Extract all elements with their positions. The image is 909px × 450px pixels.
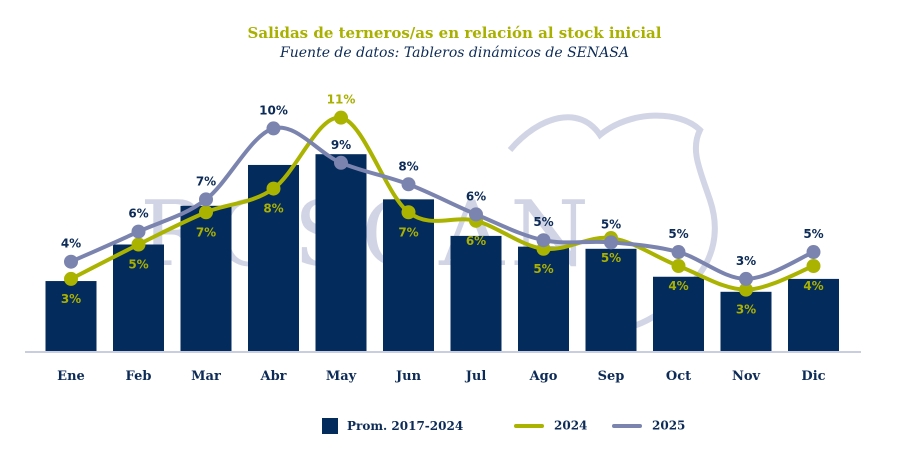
point-2024-ene [64, 271, 78, 286]
bar-feb [113, 244, 164, 352]
point-2025-abr [266, 121, 281, 136]
data-label-2025: 9% [331, 138, 351, 152]
bar-oct [653, 276, 704, 352]
legend-item-2025: 2025 [612, 418, 685, 433]
point-2024-oct [671, 259, 686, 273]
legend-label-2024: 2024 [554, 418, 588, 433]
x-tick-label: Ago [529, 369, 558, 384]
legend-swatch-2024 [514, 423, 544, 428]
bar-jun [383, 199, 434, 352]
x-tick-label: May [326, 369, 357, 384]
bar-ago [518, 246, 569, 352]
bar-sep [585, 248, 637, 352]
data-label-2025: 10% [259, 103, 288, 117]
point-2025-feb [131, 224, 146, 239]
legend-swatch-2025 [612, 423, 642, 428]
data-label-2025: 6% [128, 207, 148, 221]
legend-label-2025: 2025 [652, 418, 686, 433]
x-tick-label: Jul [465, 369, 487, 384]
point-2025-sep [604, 235, 618, 250]
point-2024-abr [266, 181, 281, 196]
point-2025-ago [536, 233, 551, 248]
point-2025-may [334, 155, 348, 170]
chart-title: Salidas de terneros/as en relación al st… [247, 24, 662, 42]
data-label-2024: 5% [128, 258, 148, 272]
data-label-2025: 3% [736, 254, 756, 268]
data-label-2024: 4% [668, 279, 688, 293]
bar-dic [788, 278, 839, 352]
point-2024-feb [131, 237, 146, 252]
point-2025-mar [199, 192, 213, 207]
x-tick-label: Nov [732, 369, 761, 384]
data-label-2025: 5% [533, 215, 553, 229]
data-label-2024: 11% [327, 93, 356, 107]
legend-label-prom: Prom. 2017-2024 [347, 419, 464, 433]
data-label-2024: 7% [398, 225, 418, 239]
x-tick-label: Ene [57, 369, 85, 384]
data-label-2025: 6% [466, 189, 486, 203]
point-2025-jul [469, 207, 483, 222]
data-label-2025: 5% [668, 227, 688, 241]
point-2024-nov [739, 282, 753, 297]
point-2025-dic [806, 245, 821, 260]
legend-item-2024: 2024 [514, 418, 587, 433]
bar-nov [720, 291, 772, 352]
point-2025-oct [671, 245, 686, 260]
data-label-2024: 5% [601, 251, 621, 265]
point-2024-may [334, 110, 348, 125]
data-label-2025: 8% [398, 159, 418, 173]
x-tick-label: Oct [666, 369, 691, 384]
x-tick-label: Sep [598, 369, 625, 384]
bar-mar [180, 205, 232, 352]
data-label-2025: 7% [196, 174, 216, 188]
x-tick-label: Jun [395, 369, 422, 384]
legend-swatch-bar [322, 418, 338, 434]
data-label-2025: 4% [61, 237, 81, 251]
x-tick-label: Abr [259, 369, 286, 384]
data-label-2024: 7% [196, 225, 216, 239]
data-label-2024: 4% [803, 279, 823, 293]
data-label-2025: 5% [601, 217, 621, 231]
data-label-2024: 3% [736, 303, 756, 317]
point-2025-nov [739, 271, 753, 286]
data-label-2024: 3% [61, 292, 81, 306]
bar-may [315, 154, 367, 352]
point-2025-ene [64, 254, 78, 269]
point-2025-jun [401, 177, 416, 192]
bar-jul [450, 235, 502, 352]
bar-ene [45, 281, 97, 352]
point-2024-mar [199, 205, 213, 220]
point-2024-jun [401, 205, 416, 220]
data-label-2024: 8% [263, 202, 283, 216]
data-label-2024: 5% [533, 262, 553, 276]
data-label-2025: 5% [803, 227, 823, 241]
x-tick-label: Mar [191, 369, 221, 384]
point-2024-dic [806, 259, 821, 273]
x-tick-label: Feb [126, 369, 152, 384]
legend-item-prom: Prom. 2017-2024 [322, 418, 463, 434]
data-label-2024: 6% [466, 234, 486, 248]
chart-subtitle: Fuente de datos: Tableros dinámicos de S… [280, 45, 629, 61]
x-tick-label: Dic [801, 369, 825, 384]
